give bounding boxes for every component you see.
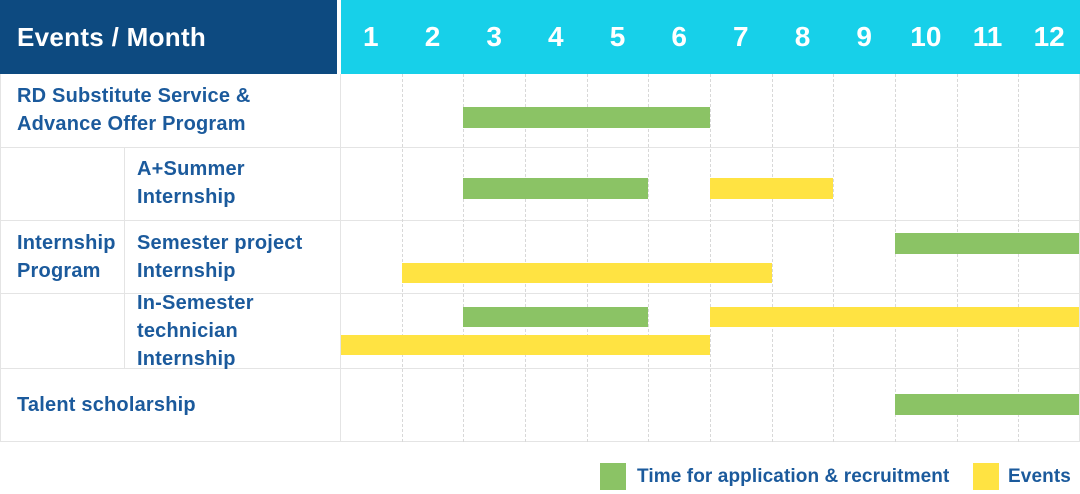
row-label-rd-substitute: RD Substitute Service & Advance Offer Pr… <box>0 74 340 147</box>
month-gridline <box>710 74 711 442</box>
gantt-bar-event-months-7-8 <box>710 178 834 199</box>
row-label-line: Internship <box>137 186 236 209</box>
gantt-bar-event-months-7-12 <box>710 306 1079 327</box>
gantt-bar-event-months-1-6 <box>341 334 710 355</box>
month-gridline <box>648 74 650 442</box>
legend-application-swatch <box>600 463 626 490</box>
month-gridline <box>463 74 465 442</box>
group-label-line: Internship <box>17 232 116 255</box>
gantt-bar-application-months-10-12 <box>895 233 1079 254</box>
month-label-12: 12 <box>1033 21 1065 52</box>
gantt-bar-application-months-3-5 <box>463 306 649 327</box>
row-label-talent-scholarship: Talent scholarship <box>0 368 340 442</box>
row-label-line: Talent scholarship <box>17 393 196 416</box>
group-label-line: Program <box>17 260 101 283</box>
row-separator <box>0 146 1080 148</box>
corner-header-label: Events / Month <box>17 21 207 52</box>
table-right-border <box>1078 74 1080 442</box>
month-label-10: 10 <box>910 21 942 52</box>
month-gridline <box>525 74 526 442</box>
month-gridline <box>586 74 588 442</box>
month-gridline <box>1018 74 1020 442</box>
row-label-semester-project: Semester project Internship <box>124 220 340 293</box>
month-gridline <box>771 74 773 442</box>
months-header: 1 2 3 4 5 6 7 8 9 10 11 12 <box>341 0 1080 74</box>
row-label-line: In-Semester <box>137 291 254 314</box>
month-label-5: 5 <box>609 21 626 52</box>
row-separator <box>0 368 1080 369</box>
month-label-6: 6 <box>671 21 687 52</box>
row-label-line: A+Summer <box>137 158 245 181</box>
month-label-8: 8 <box>794 21 811 52</box>
legend-events-label: Events <box>1008 465 1071 487</box>
row-label-in-semester: In-Semester technician Internship <box>124 292 340 370</box>
legend-events-swatch <box>973 463 999 490</box>
gantt-bar-event-months-2-7 <box>401 262 772 283</box>
row-label-line: Semester project <box>137 231 303 254</box>
month-label-7: 7 <box>733 21 749 52</box>
gantt-bar-application-months-3-6 <box>463 107 710 128</box>
month-label-1: 1 <box>363 21 379 52</box>
row-label-a-plus-summer: A+Summer Internship <box>124 147 340 221</box>
row-label-line: technician Internship <box>137 319 238 370</box>
label-timeline-divider <box>340 74 341 442</box>
row-separator <box>0 293 1080 294</box>
row-label-line: Internship <box>137 259 236 282</box>
month-label-11: 11 <box>972 21 1003 52</box>
month-gridline <box>833 74 835 442</box>
row-separator <box>0 220 1080 221</box>
row-label-line: RD Substitute Service & <box>17 85 251 108</box>
month-gridline <box>895 74 896 442</box>
month-label-9: 9 <box>856 21 872 52</box>
corner-header: Events / Month <box>0 0 337 74</box>
month-gridline <box>401 74 403 442</box>
gantt-bar-application-months-3-5 <box>463 178 649 199</box>
group-sublabel-divider <box>124 146 125 368</box>
table-left-border <box>0 74 1 442</box>
table-bottom-border <box>0 440 1080 442</box>
month-label-3: 3 <box>486 21 502 52</box>
row-label-line: Advance Offer Program <box>17 113 246 136</box>
gantt-bar-application-months-10-12 <box>895 394 1079 415</box>
legend: Time for application & recruitment Event… <box>0 455 1080 494</box>
month-gridline <box>956 74 958 442</box>
month-label-2: 2 <box>424 21 441 52</box>
month-label-4: 4 <box>548 21 564 52</box>
legend-application-label: Time for application & recruitment <box>637 465 950 487</box>
group-label-internship-program: Internship Program <box>0 147 124 369</box>
